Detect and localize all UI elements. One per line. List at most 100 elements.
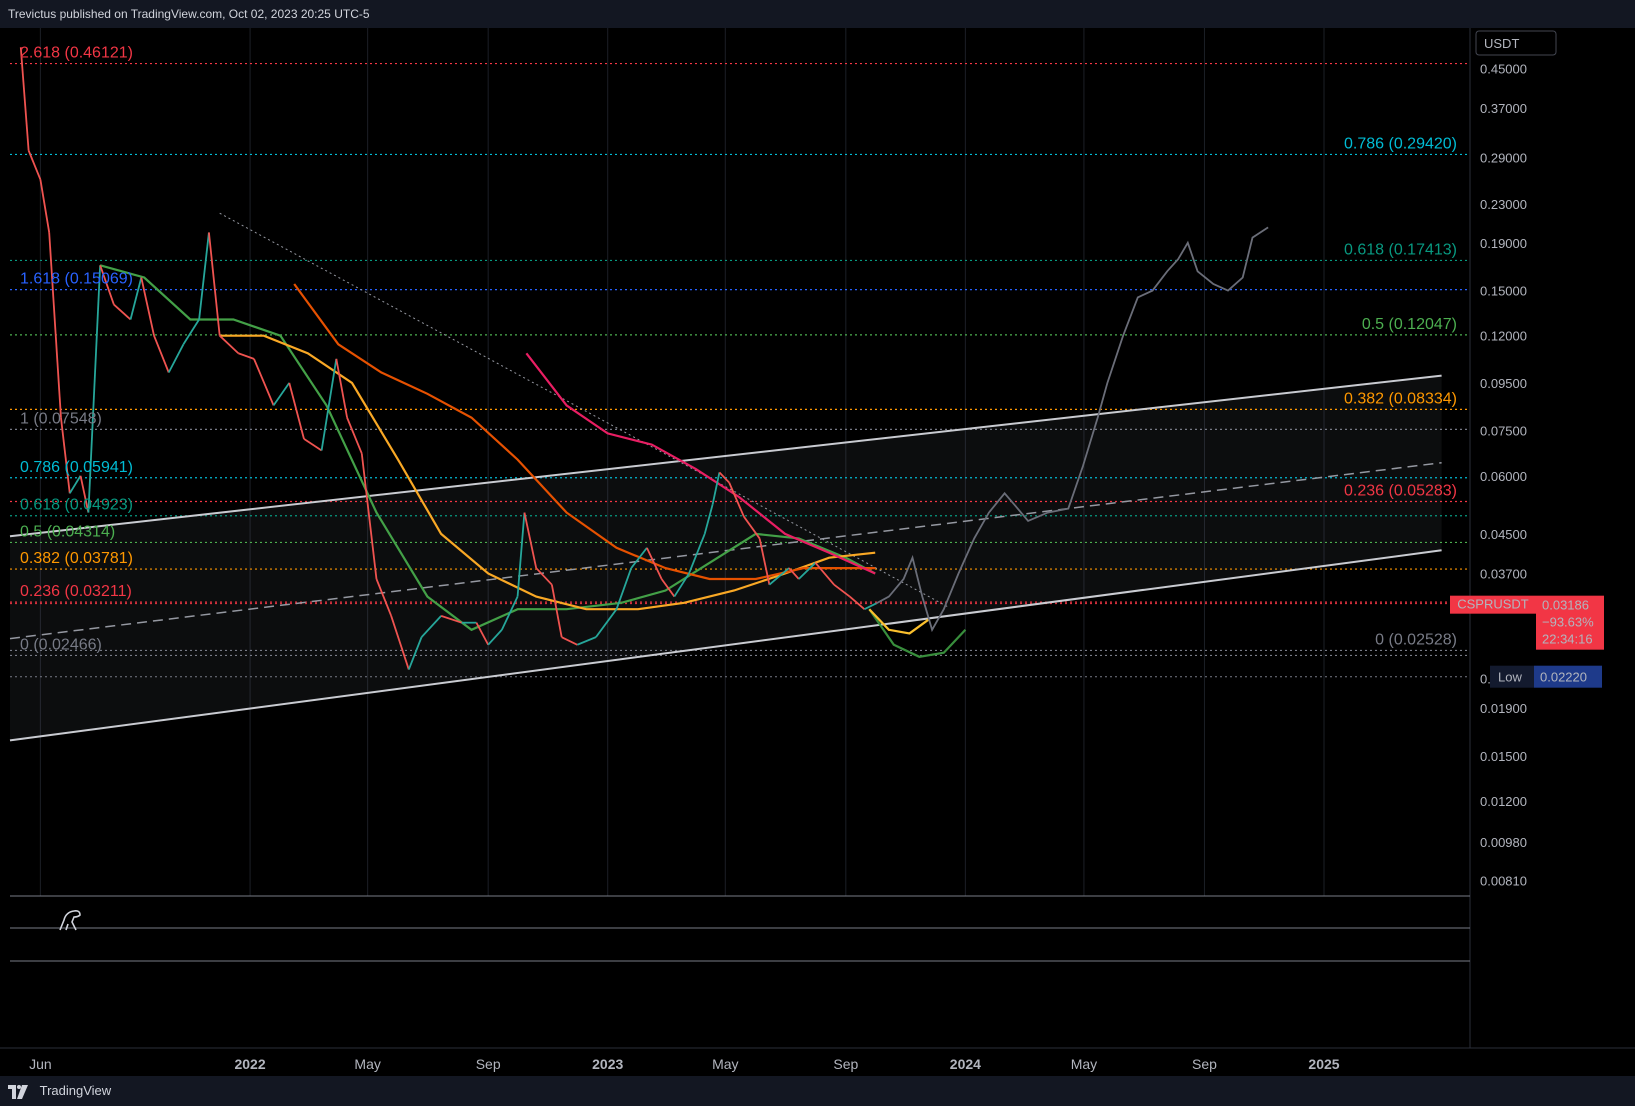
time-tick: May — [712, 1056, 738, 1072]
grid — [39, 28, 1325, 896]
projection-path — [875, 226, 1269, 633]
price-segment — [673, 572, 690, 598]
price-change: −93.63% — [1542, 615, 1594, 630]
low-price-badge — [1534, 665, 1602, 688]
last-price-badge — [1536, 595, 1604, 650]
price-segment — [646, 547, 663, 580]
price-segment — [660, 578, 676, 598]
price-segment — [375, 578, 393, 617]
price-segment — [27, 150, 42, 180]
dino-icon[interactable] — [59, 910, 81, 931]
time-tick: 2024 — [950, 1056, 981, 1072]
price-tick: 0.01900 — [1480, 701, 1527, 716]
price-segment — [182, 319, 200, 345]
price-segment — [335, 358, 348, 418]
tradingview-logo-icon[interactable] — [8, 1084, 30, 1099]
price-tick: 0.37000 — [1480, 101, 1527, 116]
price-tick: 0.29000 — [1480, 150, 1527, 165]
price-segment — [703, 504, 714, 535]
fib-label-left: 1 (0.07548) — [20, 410, 102, 427]
price-tick: 0.07500 — [1480, 424, 1527, 439]
projected-curve — [868, 608, 967, 658]
price-segment — [475, 622, 489, 646]
price-segment — [788, 567, 800, 580]
publish-info: Trevictus published on TradingView.com, … — [8, 7, 370, 21]
price-segment — [814, 562, 835, 586]
moving-average-line — [99, 264, 876, 632]
price-tick: 0.03700 — [1480, 566, 1527, 581]
price-segment — [711, 472, 721, 505]
low-label: Low — [1498, 670, 1522, 685]
time-tick: 2025 — [1308, 1056, 1339, 1072]
price-segment — [420, 615, 442, 638]
price-segment — [346, 417, 363, 454]
price-tick: 0.06000 — [1480, 469, 1527, 484]
low-badge — [1490, 665, 1534, 688]
price-segment — [550, 584, 563, 638]
price-segment — [758, 538, 771, 585]
channel-upper[interactable] — [9, 374, 1442, 538]
price-chart[interactable]: 2.618 (0.46121) 1.618 (0.15069) 1 (0.07548… — [0, 28, 1635, 1076]
channel-lower[interactable] — [9, 549, 1442, 742]
time-axis[interactable]: Jun 2022 May Sep 2023 May Sep 2024 May Sep 2025 — [0, 1047, 1635, 1072]
price-markers: CSPRUSDT 0.03186 −93.63% 22:34:16 Low 0.02220 — [1450, 595, 1604, 688]
moving-average-line — [293, 283, 876, 581]
currency-button[interactable] — [1475, 30, 1557, 56]
price-tick: 0.15000 — [1480, 284, 1527, 299]
fib-label-right: 0.236 (0.05283) — [1344, 482, 1457, 499]
regression-channel[interactable] — [9, 212, 1442, 742]
price-segment — [39, 179, 51, 233]
price-segment — [535, 567, 553, 586]
bar-countdown: 22:34:16 — [1542, 632, 1593, 647]
price-segment — [60, 417, 71, 494]
price-segment — [487, 629, 503, 646]
fib-label-left: 0.382 (0.03781) — [20, 550, 133, 567]
price-segment — [833, 583, 851, 598]
fib-label-left: 0.236 (0.03211) — [20, 583, 132, 600]
price-segment — [630, 547, 648, 569]
fib-label-left: 1.618 (0.15069) — [20, 271, 133, 288]
currency-label: USDT — [1484, 36, 1519, 51]
price-tick: 0.23000 — [1480, 197, 1527, 212]
fib-levels — [10, 62, 1470, 678]
price-segment — [198, 232, 210, 320]
time-tick: Sep — [1192, 1056, 1217, 1072]
price-axis[interactable]: USDT 0.45000 0.37000 0.29000 0.23000 0.19000 0… — [1469, 28, 1557, 1048]
time-tick: Jun — [29, 1056, 52, 1072]
price-segment — [208, 232, 221, 336]
fib-label-left: 0.786 (0.05941) — [20, 459, 133, 476]
publish-header: Trevictus published on TradingView.com, … — [0, 0, 1635, 28]
price-tick: 0.45000 — [1480, 62, 1527, 77]
channel-fill — [10, 375, 1442, 741]
channel-mid[interactable] — [9, 461, 1442, 640]
price-segment — [303, 438, 323, 452]
price-tick: 0.09500 — [1480, 376, 1527, 391]
moving-average-line — [525, 352, 876, 575]
price-segment — [523, 512, 538, 569]
price-series — [19, 47, 1269, 670]
price-segment — [129, 277, 143, 320]
price-segment — [320, 358, 338, 451]
price-segment — [501, 596, 519, 631]
price-segment — [219, 335, 239, 354]
price-tick: 0.04500 — [1480, 527, 1527, 542]
last-price-value: 0.03186 — [1542, 598, 1589, 613]
price-segment — [743, 516, 761, 539]
price-segment — [140, 277, 155, 336]
symbol-label: CSPRUSDT — [1457, 597, 1529, 612]
price-segment — [516, 512, 526, 597]
price-segment — [238, 352, 255, 360]
low-price-value: 0.02220 — [1540, 670, 1587, 685]
price-segment — [272, 382, 290, 406]
fib-label-right: 0.618 (0.17413) — [1344, 241, 1457, 258]
fib-label-right: 0.786 (0.29420) — [1344, 135, 1457, 152]
price-segment — [113, 303, 132, 321]
price-segment — [688, 533, 706, 574]
price-tick: 0.00980 — [1480, 835, 1527, 850]
price-segment — [798, 562, 817, 580]
time-tick: May — [1071, 1056, 1097, 1072]
price-tick: 0.01200 — [1480, 794, 1527, 809]
downtrend-line[interactable] — [219, 212, 949, 608]
price-segment — [577, 636, 597, 646]
price-tick: 0.12000 — [1480, 329, 1527, 344]
